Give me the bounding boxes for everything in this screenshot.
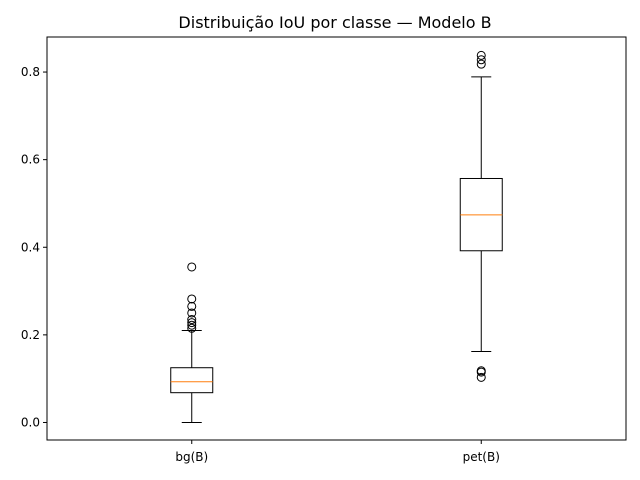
outlier-point [476, 59, 486, 69]
y-tick-label: 0.2 [21, 328, 40, 342]
y-tick-label: 0.4 [21, 240, 40, 254]
x-tick-label: bg(B) [175, 450, 208, 464]
outlier-point [187, 301, 197, 311]
x-axis: bg(B) pet(B) [175, 440, 500, 464]
outlier-point [187, 262, 197, 272]
box-bg-b- [170, 262, 214, 423]
outlier-point [187, 294, 197, 304]
y-axis: 0.0 0.2 0.4 0.6 0.8 [21, 65, 47, 429]
box-body [170, 367, 214, 394]
outlier-point [187, 315, 197, 325]
x-tick-label: pet(B) [463, 450, 500, 464]
box-pet-b- [459, 50, 503, 382]
axes-frame [46, 36, 627, 441]
outlier-point [187, 320, 197, 330]
outlier-point [476, 366, 486, 376]
outlier-point [476, 50, 486, 60]
y-tick-label: 0.0 [21, 415, 40, 429]
outlier-point [187, 318, 197, 328]
outlier-point [476, 372, 486, 382]
chart-title: Distribuição IoU por classe — Modelo B [178, 13, 491, 32]
plot-area [170, 50, 503, 423]
y-tick-label: 0.8 [21, 65, 40, 79]
outlier-point [476, 55, 486, 65]
outlier-point [187, 308, 197, 318]
outlier-point [187, 323, 197, 333]
y-tick-label: 0.6 [21, 153, 40, 167]
